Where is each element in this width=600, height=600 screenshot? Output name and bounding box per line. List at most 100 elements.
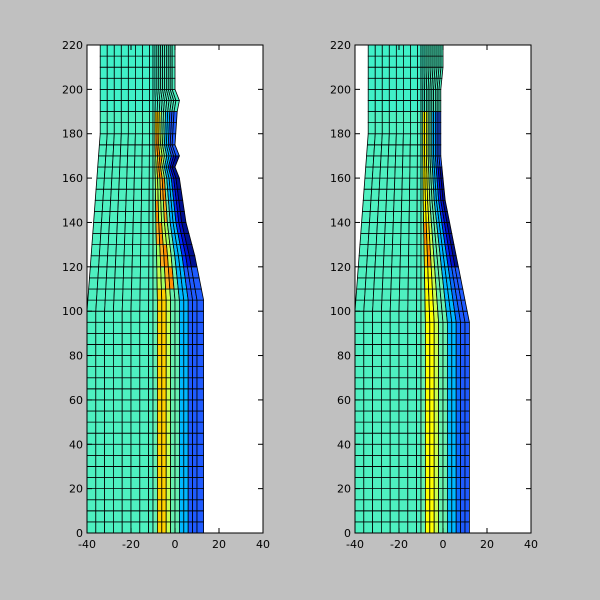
mesh-cell bbox=[106, 255, 117, 268]
mesh-cell bbox=[354, 477, 365, 490]
mesh-cell bbox=[433, 366, 440, 379]
mesh-cell bbox=[192, 299, 198, 312]
mesh bbox=[354, 44, 470, 534]
mesh-cell bbox=[438, 399, 444, 412]
mesh-cell bbox=[464, 488, 470, 501]
mesh-cell bbox=[156, 466, 163, 478]
mesh-cell bbox=[123, 255, 133, 268]
mesh-cell bbox=[171, 133, 177, 146]
mesh-cell bbox=[178, 344, 185, 356]
mesh-cell bbox=[446, 477, 453, 490]
mesh-cell bbox=[446, 510, 453, 523]
mesh-cell bbox=[380, 344, 391, 356]
mesh-cell bbox=[192, 499, 198, 512]
mesh-cell bbox=[407, 377, 418, 390]
mesh-cell bbox=[152, 388, 158, 401]
mesh-cell bbox=[354, 399, 365, 412]
mesh-cell bbox=[142, 55, 150, 68]
mesh-cell bbox=[416, 399, 422, 412]
mesh-cell bbox=[433, 521, 440, 534]
mesh-cell bbox=[410, 88, 418, 101]
mesh-cell bbox=[420, 366, 426, 379]
mesh-cell bbox=[460, 366, 466, 379]
mesh-cell bbox=[174, 499, 180, 512]
mesh-cell bbox=[402, 111, 411, 124]
mesh-cell bbox=[429, 432, 435, 445]
mesh-cell bbox=[410, 111, 418, 124]
mesh-cell bbox=[104, 421, 114, 434]
mesh-cell bbox=[130, 454, 141, 467]
mesh-cell bbox=[464, 344, 470, 356]
mesh-cell bbox=[148, 222, 154, 234]
mesh-cell bbox=[86, 388, 97, 401]
mesh-cell bbox=[442, 421, 448, 434]
y-tick-label: 40 bbox=[69, 438, 83, 451]
mesh-cell bbox=[446, 344, 453, 356]
mesh-cell bbox=[187, 443, 194, 456]
mesh-cell bbox=[400, 233, 410, 246]
mesh-cell bbox=[420, 466, 426, 478]
mesh-cell bbox=[115, 233, 126, 246]
mesh-cell bbox=[127, 77, 136, 90]
mesh-cell bbox=[354, 499, 365, 512]
mesh-cell bbox=[196, 477, 205, 490]
mesh-cell bbox=[388, 100, 397, 112]
mesh-cell bbox=[424, 499, 431, 512]
mesh-cell bbox=[374, 122, 383, 135]
mesh-cell bbox=[446, 332, 453, 345]
mesh-cell bbox=[389, 410, 400, 423]
mesh-cell bbox=[174, 377, 180, 390]
mesh-cell bbox=[123, 244, 134, 257]
mesh-cell bbox=[187, 388, 194, 401]
mesh-cell bbox=[438, 510, 444, 523]
mesh-cell bbox=[464, 355, 470, 368]
mesh-cell bbox=[148, 510, 154, 523]
mesh-cell bbox=[152, 266, 158, 279]
mesh-cell bbox=[161, 377, 167, 390]
mesh-cell bbox=[127, 88, 136, 101]
mesh-cell bbox=[192, 377, 198, 390]
mesh-cell bbox=[464, 321, 470, 334]
mesh-cell bbox=[464, 477, 470, 490]
mesh-cell bbox=[170, 499, 176, 512]
mesh-cell bbox=[460, 488, 466, 501]
mesh-cell bbox=[156, 410, 163, 423]
mesh-cell bbox=[104, 366, 114, 379]
mesh-cell bbox=[420, 421, 426, 434]
mesh-cell bbox=[121, 432, 132, 445]
mesh-cell bbox=[398, 454, 409, 467]
mesh-cell bbox=[451, 344, 457, 356]
mesh-cell bbox=[139, 377, 150, 390]
mesh-cell bbox=[170, 488, 176, 501]
mesh-cell bbox=[381, 277, 392, 290]
y-tick-label: 40 bbox=[337, 438, 351, 451]
mesh-cell bbox=[89, 266, 100, 279]
mesh-cell bbox=[407, 454, 418, 467]
mesh-cell bbox=[140, 244, 150, 257]
mesh-cell bbox=[364, 166, 374, 179]
mesh-cell bbox=[104, 155, 114, 168]
mesh-cell bbox=[104, 299, 115, 312]
mesh-cell bbox=[183, 321, 189, 334]
mesh-cell bbox=[464, 332, 470, 345]
mesh-cell bbox=[104, 344, 114, 356]
mesh-cell bbox=[429, 399, 435, 412]
mesh-cell bbox=[122, 277, 133, 290]
mesh-cell bbox=[369, 210, 379, 223]
mesh-cell bbox=[152, 344, 158, 356]
mesh-cell bbox=[131, 277, 141, 290]
mesh-cell bbox=[372, 299, 383, 312]
mesh-cell bbox=[170, 321, 176, 334]
mesh-cell bbox=[161, 510, 167, 523]
mesh-cell bbox=[142, 122, 150, 135]
mesh-cell bbox=[196, 466, 205, 478]
mesh-cell bbox=[156, 421, 163, 434]
mesh-cell bbox=[424, 432, 431, 445]
mesh-cell bbox=[429, 321, 435, 334]
mesh-cell bbox=[455, 332, 462, 345]
mesh-cell bbox=[165, 466, 172, 478]
mesh-cell bbox=[464, 421, 470, 434]
mesh-cell bbox=[402, 44, 411, 57]
mesh-cell bbox=[142, 44, 150, 57]
mesh-cell bbox=[420, 321, 426, 334]
